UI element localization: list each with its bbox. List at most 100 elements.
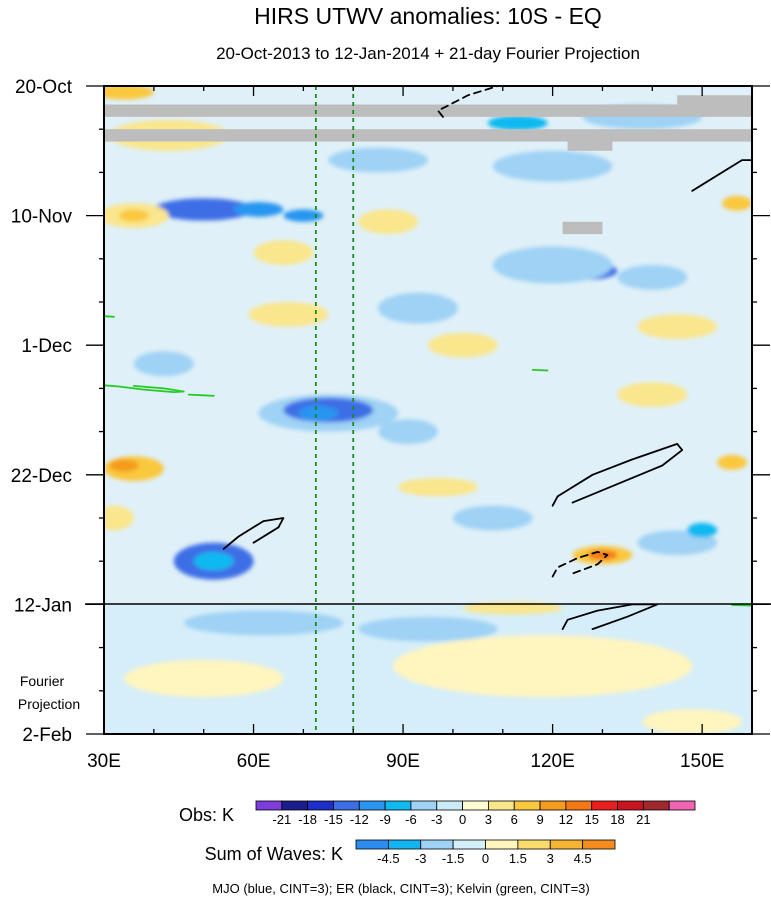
y-tick-label: 2-Feb [22, 725, 72, 746]
er-contour-3 [551, 442, 684, 507]
anomaly-blob-32 [248, 302, 329, 327]
x-axis: 30E 60E 90E 120E 150E [87, 86, 753, 772]
legend-swatch [387, 839, 422, 850]
anomaly-blob-43 [637, 314, 718, 340]
anomaly-blob-31 [428, 332, 498, 358]
legend-swatch [384, 800, 412, 811]
legend-swatch [668, 800, 696, 811]
y-tick-label: 1-Dec [21, 336, 72, 357]
anomaly-blob-11 [617, 264, 688, 290]
legend-swatch [617, 800, 644, 811]
missing-data-band-4 [562, 221, 603, 235]
legend-level-label: 3 [547, 851, 554, 866]
anomaly-blob-20 [492, 150, 613, 182]
anomaly-blob-41 [253, 240, 314, 265]
x-tick-label: 150E [680, 751, 724, 772]
legend-level-label: 1.5 [509, 851, 527, 866]
legend-level-label: -15 [324, 812, 343, 827]
anomaly-blob-37 [393, 635, 693, 697]
y-tick-label: 10-Nov [11, 207, 73, 228]
y-axis: 20-Oct 10-Nov 1-Dec 22-Dec 12-Jan 2-Feb [11, 77, 770, 746]
anomaly-blob-23 [104, 86, 154, 100]
legend-level-label: 12 [559, 812, 573, 827]
legend-swatch [333, 800, 360, 811]
legend-level-label: 4.5 [574, 851, 592, 866]
anomaly-blob-21 [183, 610, 344, 636]
anomaly-blob-44 [104, 505, 134, 531]
anomaly-blob-18 [328, 147, 428, 173]
anomaly-blob-33 [617, 382, 688, 407]
legend-level-label: -3 [415, 851, 427, 866]
legend-swatch [410, 800, 438, 811]
legend-level-label: -3 [431, 812, 443, 827]
chart-subtitle: 20-Oct-2013 to 12-Jan-2014 + 21-day Four… [216, 44, 640, 63]
kelvin-contour-7 [187, 393, 215, 397]
anomaly-blob-10 [378, 419, 438, 444]
anomaly-blob-2 [283, 209, 324, 222]
legend-swatch [420, 839, 454, 850]
anomaly-blob-5 [298, 405, 339, 421]
legend-level-label: 3 [485, 812, 492, 827]
legend-level-label: 18 [610, 812, 624, 827]
kelvin-contour-6 [104, 384, 185, 394]
anomaly-blob-42 [358, 209, 419, 235]
kelvin-contour-10 [731, 604, 752, 607]
anomaly-blob-25 [118, 209, 149, 222]
anomaly-blob-30 [587, 550, 618, 560]
anomaly-blob-9 [193, 551, 234, 571]
legend-level-label: -4.5 [377, 851, 399, 866]
legend-swatch [355, 839, 389, 850]
er-contour-2 [222, 517, 285, 550]
legend-swatch [549, 839, 584, 850]
anomaly-blob-34 [717, 455, 748, 470]
legend-level-label: -18 [298, 812, 317, 827]
legend-swatch [436, 800, 463, 811]
anomaly-blob-35 [398, 477, 478, 497]
missing-data-band-3 [677, 95, 752, 105]
plot-area [104, 86, 752, 734]
legend-level-label: 0 [459, 812, 466, 827]
legend-swatch [565, 800, 593, 811]
anomaly-blob-27 [108, 459, 139, 472]
er-contour-4 [551, 551, 609, 578]
legend-swatch [281, 800, 309, 811]
legend-swatch [539, 800, 567, 811]
legend-level-label: 6 [511, 812, 518, 827]
anomaly-blob-15 [452, 505, 533, 531]
anomaly-blob-0 [153, 198, 254, 221]
y-tick-label: 20-Oct [15, 77, 73, 98]
anomaly-shading [104, 86, 752, 734]
x-tick-label: 90E [386, 751, 420, 772]
missing-data-bands [104, 95, 752, 235]
chart-title: HIRS UTWV anomalies: 10S - EQ [254, 3, 602, 29]
legend-level-label: -21 [272, 812, 291, 827]
missing-data-band-2 [567, 138, 613, 151]
x-tick-label: 120E [530, 751, 574, 772]
legend-swatch [582, 839, 616, 850]
legend-swatch [307, 800, 334, 811]
legend-level-label: -6 [405, 812, 417, 827]
missing-data-band-1 [104, 129, 752, 142]
legend-level-label: 21 [636, 812, 650, 827]
anomaly-blob-1 [233, 202, 284, 217]
kelvin-contour-9 [531, 368, 549, 372]
legend-swatch [642, 800, 670, 811]
legend-swatch [591, 800, 618, 811]
missing-data-band-0 [104, 104, 752, 117]
er-contour-0 [437, 86, 524, 118]
waves-legend-label: Sum of Waves: K [205, 844, 343, 864]
anomaly-blob-39 [642, 709, 743, 734]
legend-level-label: -9 [379, 812, 391, 827]
anomaly-blob-13 [378, 292, 458, 324]
anomaly-blob-6 [487, 115, 548, 131]
obs-legend-label: Obs: K [179, 805, 234, 825]
y-tick-label: 12-Jan [14, 595, 72, 616]
legend-swatch [488, 800, 515, 811]
legend-level-label: 0 [482, 851, 489, 866]
anomaly-blob-36 [462, 601, 563, 615]
obs-legend: -21 -18 -15 -12 -9 -6 -3 0 3 6 9 12 15 18 21 [255, 800, 696, 827]
anomaly-blob-38 [123, 659, 284, 697]
legend-level-label: -1.5 [442, 851, 464, 866]
plot-frame [103, 85, 753, 735]
